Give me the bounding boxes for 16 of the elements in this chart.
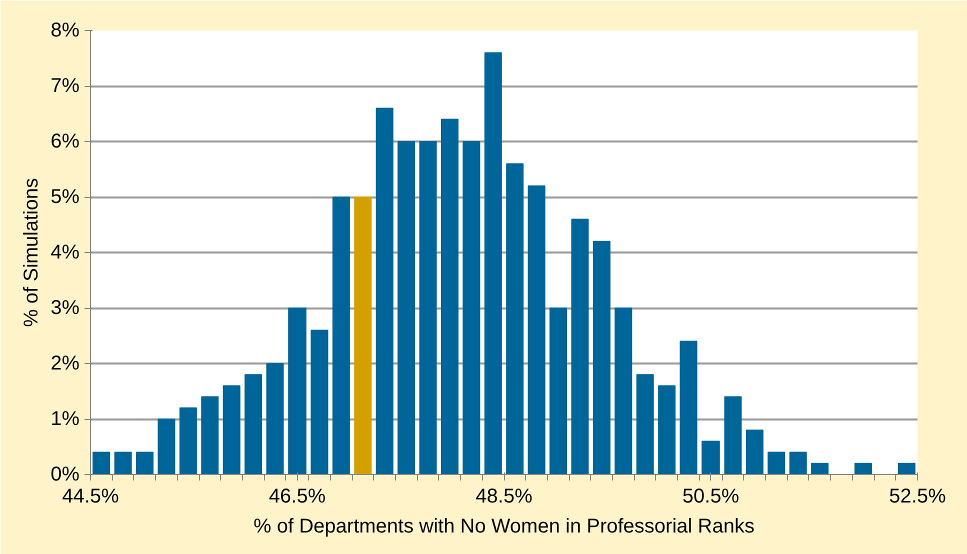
x-tick-label: 50.5% xyxy=(682,486,740,508)
x-tick-label: 44.5% xyxy=(62,486,120,508)
y-tick-label: 6% xyxy=(50,130,80,152)
y-tick-label: 3% xyxy=(50,297,80,319)
y-tick-label: 4% xyxy=(50,242,80,264)
y-tick-label: 0% xyxy=(50,464,80,486)
x-tick-label: 52.5% xyxy=(889,486,946,508)
y-tick-label: 7% xyxy=(50,75,80,97)
x-tick-label: 48.5% xyxy=(476,486,533,508)
x-tick-label: 46.5% xyxy=(268,486,326,508)
y-tick-label: 1% xyxy=(50,408,80,430)
y-tick-label: 2% xyxy=(50,352,80,374)
y-tick-label: 8% xyxy=(50,20,80,42)
x-axis-title: % of Departments with No Women in Professorial Ranks xyxy=(254,516,754,538)
y-axis-title: % of Simulations xyxy=(20,178,43,327)
y-tick-label: 5% xyxy=(50,186,80,208)
